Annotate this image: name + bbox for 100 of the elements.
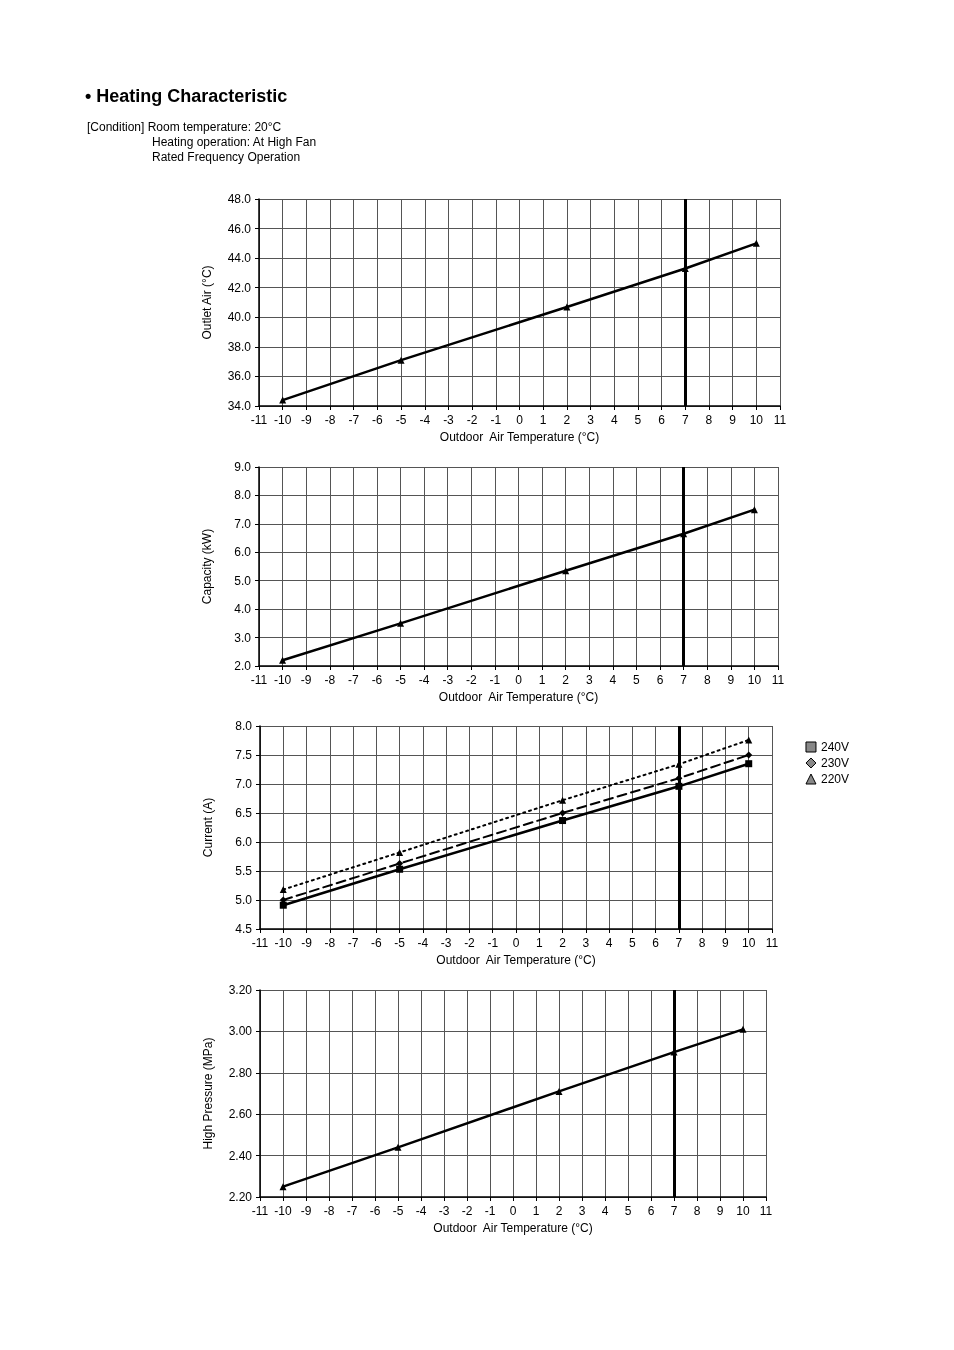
x-tick-label: -10 [274,1204,292,1218]
x-tick-label: -5 [395,413,407,427]
x-tick-label: -10 [273,673,292,687]
x-tick-label: -5 [395,673,407,687]
x-tick-label: 10 [736,1204,750,1218]
x-tick-label: 1 [532,1204,540,1218]
x-tick-label: 2 [555,1204,563,1218]
y-tick-label: 4.0 [234,602,252,617]
y-tick-label: 5.5 [235,864,253,878]
y-tick-label: 2.60 [228,1107,253,1122]
x-tick-label: -10 [274,936,293,950]
x-tick-label: 6 [656,673,664,687]
x-tick-label: 5 [629,936,637,950]
y-tick-label: 6.0 [235,835,253,849]
x-tick-label: 9 [729,413,737,427]
legend-label: 230V [820,756,850,770]
x-tick-label: 9 [716,1204,724,1218]
x-tick-label: -6 [371,936,383,950]
x-tick-label: 2 [562,673,570,687]
x-tick-label: -6 [371,673,383,687]
x-tick-label: -5 [394,936,406,950]
x-tick-label: -1 [489,673,501,687]
x-tick-label: 11 [773,413,787,427]
x-tick-label: 6 [652,936,660,950]
x-tick-label: -3 [443,413,455,427]
x-tick-label: -9 [300,673,312,687]
x-tick-label: 5 [633,673,641,687]
x-tick-label: -8 [323,1204,335,1218]
x-tick-label: -7 [348,413,360,427]
x-tick-label: -9 [301,936,313,950]
y-tick-label: 5.0 [234,573,252,588]
x-axis-title: Outdoor Air Temperature (°C) [433,1220,593,1235]
x-tick-label: 7 [670,1204,678,1218]
y-tick-label: 34.0 [227,399,252,413]
x-axis-title: Outdoor Air Temperature (°C) [439,429,600,444]
y-tick-label: 3.0 [234,630,252,645]
y-tick-label: 48.0 [227,192,252,206]
x-tick-label: -6 [372,413,384,427]
y-axis-title: Outlet Air (°C) [200,265,214,340]
y-tick-label: 9.0 [234,460,252,474]
x-tick-label: -4 [417,936,429,950]
x-tick-label: 5 [624,1204,632,1218]
x-tick-label: 11 [759,1204,773,1218]
x-tick-label: -7 [348,673,360,687]
x-tick-label: 3 [587,413,595,427]
x-tick-label: -8 [324,413,336,427]
y-tick-label: 46.0 [227,221,252,236]
y-tick-label: 40.0 [227,310,252,325]
x-tick-label: -1 [484,1204,496,1218]
x-tick-label: -5 [392,1204,404,1218]
y-tick-label: 8.0 [235,719,253,733]
x-tick-label: 10 [749,413,764,427]
x-tick-label: -9 [301,413,313,427]
y-tick-label: 2.20 [228,1190,253,1204]
y-axis-title: Capacity (kW) [200,528,214,605]
x-tick-label: 5 [634,413,642,427]
x-tick-label: 8 [703,673,711,687]
legend-label: 240V [820,740,850,754]
x-tick-label: 3 [578,1204,586,1218]
y-tick-label: 3.20 [228,983,253,997]
x-tick-label: 11 [771,673,785,687]
y-tick-label: 2.0 [234,659,252,673]
text: Rated Frequency Operation [152,150,301,164]
x-tick-label: 10 [742,936,756,950]
y-tick-label: 7.5 [235,748,253,762]
x-tick-label: 8 [705,413,713,427]
x-tick-label: -3 [438,1204,450,1218]
x-tick-label: 4 [601,1204,609,1218]
y-tick-label: 3.00 [228,1024,253,1039]
x-tick-label: 0 [509,1204,517,1218]
y-tick-label: 6.0 [234,545,252,560]
x-tick-label: -2 [466,413,478,427]
text: Heating operation: At High Fan [152,135,317,149]
y-tick-label: 7.0 [234,516,252,531]
x-tick-label: 9 [727,673,735,687]
x-tick-label: 3 [582,936,590,950]
x-tick-label: 1 [539,413,547,427]
y-axis-title: Current (A) [201,797,215,858]
y-tick-label: 6.5 [235,806,253,820]
x-tick-label: 7 [680,673,688,687]
x-tick-label: 8 [698,936,706,950]
y-tick-label: 38.0 [227,339,252,354]
x-tick-label: 7 [675,936,683,950]
y-tick-label: 8.0 [234,488,252,503]
x-tick-label: -11 [250,673,268,687]
x-tick-label: 0 [512,936,520,950]
x-tick-label: 6 [658,413,666,427]
x-tick-label: -8 [324,673,336,687]
x-tick-label: 8 [693,1204,701,1218]
x-tick-label: -2 [464,936,476,950]
y-tick-label: 44.0 [227,251,252,266]
x-axis-title: Outdoor Air Temperature (°C) [438,689,599,704]
x-tick-label: -3 [442,673,454,687]
x-tick-label: 0 [516,413,524,427]
x-tick-label: -11 [251,936,269,950]
x-axis-title: Outdoor Air Temperature (°C) [436,952,596,967]
y-tick-label: 2.80 [228,1065,253,1080]
x-tick-label: 2 [559,936,567,950]
x-tick-label: -2 [461,1204,473,1218]
text: [Condition] Room temperature: 20°C [87,120,282,134]
